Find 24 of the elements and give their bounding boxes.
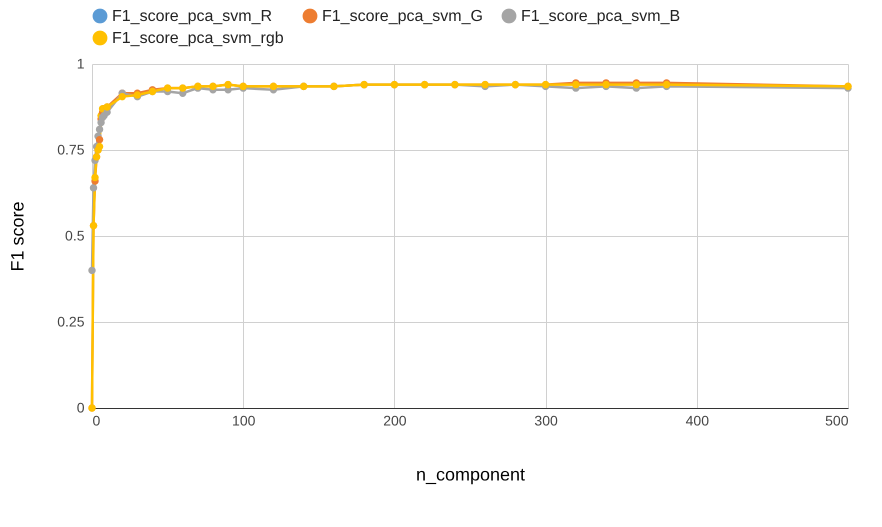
point — [96, 126, 104, 134]
point — [96, 136, 104, 144]
x-tick-label: 100 — [232, 412, 256, 428]
legend-label: F1_score_pca_svm_G — [322, 8, 483, 25]
y-tick-label: 0.75 — [57, 142, 85, 158]
point — [96, 142, 104, 150]
x-axis-title: n_component — [416, 464, 526, 484]
y-tick-label: 0.25 — [57, 314, 85, 330]
y-tick-label: 0 — [76, 400, 85, 416]
x-tick-label: 200 — [383, 412, 407, 428]
point — [91, 174, 99, 182]
x-tick-label: 400 — [686, 412, 710, 428]
legend-label: F1_score_pca_svm_B — [521, 8, 680, 25]
legend-label: F1_score_pca_svm_rgb — [112, 30, 284, 47]
legend-label: F1_score_pca_svm_R — [112, 8, 272, 25]
x-tick-label: 300 — [534, 412, 558, 428]
y-axis-title: F1 score — [7, 201, 28, 272]
x-tick-label: 500 — [825, 412, 849, 428]
y-tick-label: 0.5 — [65, 228, 85, 244]
x-tick-label: 0 — [92, 412, 100, 428]
point — [118, 92, 126, 100]
point — [90, 184, 98, 192]
y-tick-label: 1 — [76, 56, 85, 72]
point — [88, 266, 96, 274]
